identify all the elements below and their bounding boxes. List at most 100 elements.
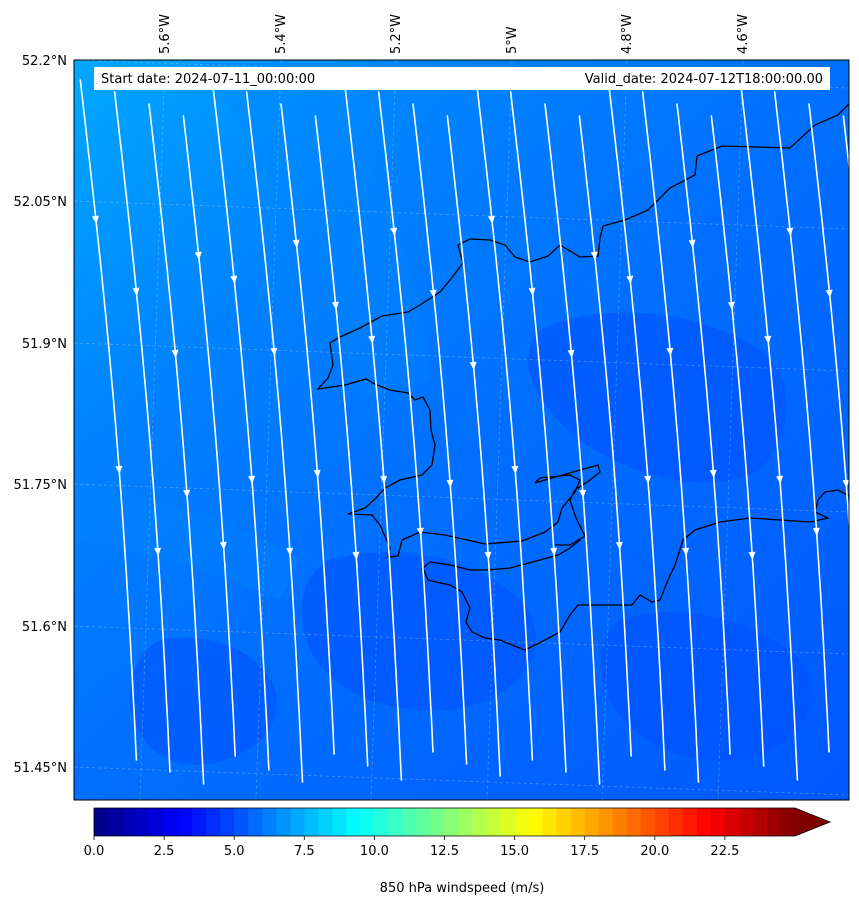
colorbar-cell [290, 808, 305, 836]
info-banner: Start date: 2024-07-11_00:00:00 Valid_da… [94, 67, 830, 90]
streamline-arrow [487, 215, 495, 224]
colorbar-cell [710, 808, 726, 836]
start-date-text: Start date: 2024-07-11_00:00:00 [101, 72, 315, 87]
streamline-arrow [764, 335, 772, 344]
streamline-arrow [429, 289, 437, 298]
colorbar-cell [640, 808, 656, 836]
streamline-arrow [776, 475, 784, 484]
colorbar-cell [248, 808, 263, 836]
colorbar-cell [584, 808, 600, 836]
streamline [182, 115, 236, 757]
streamline [211, 79, 270, 771]
coastline-bay [316, 155, 698, 558]
colorbar-cell [682, 808, 698, 836]
coastline-north [696, 103, 849, 157]
streamline [79, 79, 138, 761]
streamlines [79, 79, 849, 785]
colorbar-cell [528, 808, 544, 836]
colorbar-tick-label: 12.5 [430, 844, 459, 859]
colorbar-cell [500, 808, 516, 836]
lon-label-4-6w: 4.6°W [736, 14, 751, 54]
colorbar-tick-label: 17.5 [570, 844, 599, 859]
streamline [509, 91, 567, 773]
streamline-arrow [183, 489, 191, 498]
streamline-arrow [270, 347, 278, 356]
streamline [446, 115, 501, 777]
lat-label-51-6n: 51.6°N [22, 620, 67, 635]
colorbar-tick-label: 20.0 [640, 844, 669, 859]
low-wind-patches [129, 312, 812, 765]
colorbar-cell [696, 808, 712, 836]
colorbar-cell [122, 808, 137, 836]
streamline-arrow [590, 251, 598, 260]
colorbar-cell [136, 808, 151, 836]
streamline-arrow [446, 479, 454, 488]
streamline-arrow [786, 227, 794, 236]
lat-label-52-05n: 52.05°N [14, 195, 67, 210]
streamline [280, 103, 335, 755]
high-wind-region [74, 60, 500, 590]
colorbar-tick-label: 7.5 [294, 844, 315, 859]
streamline-arrow [313, 469, 321, 478]
map-panel [74, 60, 849, 800]
streamline [607, 79, 666, 771]
colorbar-cell [234, 808, 249, 836]
lat-label-52-2n: 52.2°N [22, 54, 67, 69]
streamline-arrow [115, 465, 123, 474]
colorbar-tick-label: 0.0 [84, 844, 105, 859]
streamline-arrow [416, 527, 424, 536]
info-banner-box [94, 67, 830, 90]
colorbar-cell [416, 808, 432, 836]
colorbar-cell [752, 808, 768, 836]
colorbar-cell [598, 808, 614, 836]
streamline [544, 103, 601, 785]
streamline-arrow [825, 289, 833, 298]
lon-label-5-6w: 5.6°W [158, 14, 173, 54]
valid-date-text: Valid_date: 2024-07-12T18:00:00.00 [585, 72, 823, 87]
streamline [773, 91, 830, 753]
colorbar-cell [388, 808, 404, 836]
streamline-arrow [682, 547, 690, 556]
streamline-arrow [154, 547, 162, 556]
streamline-arrows [91, 215, 849, 560]
colorbar-tick-label: 22.5 [710, 844, 739, 859]
streamline-arrow [230, 275, 238, 284]
streamline [245, 91, 304, 783]
streamline-arrow [292, 239, 300, 248]
map-border [73, 59, 850, 801]
streamline [710, 115, 765, 767]
streamline-arrow [709, 469, 717, 478]
coastline [316, 103, 849, 651]
colorbar-cell [276, 808, 291, 836]
streamline [475, 79, 534, 761]
colorbar-cell [668, 808, 684, 836]
streamline-arrow [286, 547, 294, 556]
streamline-arrow [171, 349, 179, 358]
colorbar-cell [780, 808, 796, 836]
colorbar-cell [360, 808, 375, 836]
colorbar-cell [108, 808, 123, 836]
streamline-arrow [511, 465, 519, 474]
colorbar-cell [304, 808, 319, 836]
colorbar-extend-arrow [795, 808, 830, 836]
streamline [377, 91, 434, 753]
streamline-arrow [727, 301, 735, 310]
streamline [578, 115, 632, 757]
streamline-arrow [248, 475, 256, 484]
colorbar-cell [374, 808, 390, 836]
streamline-arrow [331, 301, 339, 310]
colorbar-cell [738, 808, 754, 836]
colorbar-cell [542, 808, 558, 836]
streamline [808, 103, 849, 535]
colorbar-ticks: 0.0 2.5 5.0 7.5 10.0 12.5 15.0 17.5 20.0 22.5 [84, 836, 739, 859]
colorbar-cell [164, 808, 179, 836]
streamline-arrow [484, 551, 492, 560]
streamline-arrow [132, 287, 140, 296]
colorbar-cell [262, 808, 277, 836]
streamline-arrow [644, 475, 652, 484]
streamline-arrow [688, 239, 696, 248]
streamline [343, 79, 403, 781]
colorbar-cell [206, 808, 221, 836]
colorbar-cell [332, 808, 347, 836]
